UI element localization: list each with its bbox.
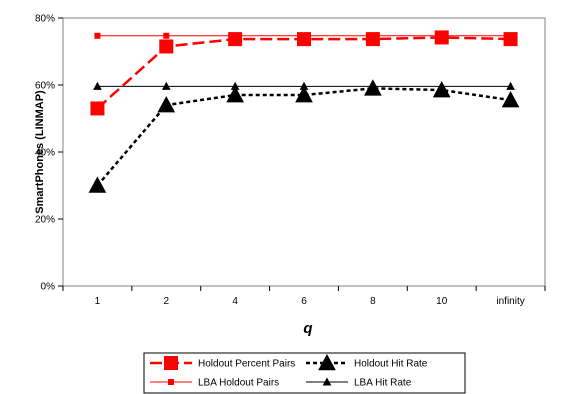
series-layer (88, 30, 520, 193)
legend-marker (164, 356, 178, 370)
x-tick-label: 2 (164, 296, 170, 307)
x-tick-label: 1 (95, 296, 101, 307)
series-0 (90, 30, 518, 116)
legend-marker (318, 353, 336, 371)
legend-label: LBA Holdout Pairs (198, 378, 279, 389)
legend-item: LBA Hit Rate (306, 377, 412, 389)
x-tick-label: 6 (301, 296, 307, 307)
legend-marker (168, 379, 174, 385)
data-point (228, 32, 243, 47)
x-tick-label: 8 (370, 296, 376, 307)
data-point (94, 32, 101, 39)
data-point (157, 96, 176, 113)
y-tick-label: 0% (41, 282, 56, 293)
data-point (226, 85, 244, 103)
data-point (501, 91, 520, 108)
data-point (295, 85, 313, 103)
data-point (93, 81, 102, 90)
y-tick-label: 60% (35, 81, 55, 92)
y-tick-label: 40% (35, 148, 55, 159)
legend: Holdout Percent Pairs Holdout Hit Rate LBA… (143, 352, 466, 394)
legend-label: Holdout Percent Pairs (198, 359, 295, 370)
data-point (88, 176, 107, 193)
x-axis-title: q (303, 320, 312, 337)
data-point (161, 81, 171, 90)
data-point (297, 32, 311, 47)
legend-item: LBA Holdout Pairs (150, 378, 279, 389)
data-point (163, 32, 170, 39)
legend-label: Holdout Hit Rate (354, 359, 428, 370)
data-point (434, 30, 449, 45)
legend-box (143, 352, 466, 394)
data-point (90, 101, 105, 116)
data-point (506, 81, 515, 90)
plot-border (62, 17, 546, 287)
data-point (365, 32, 380, 47)
x-tick-label: infinity (496, 296, 524, 307)
y-axis-title: SmartPhones (LINMAP) (34, 90, 46, 214)
data-point (432, 80, 451, 98)
y-axis: 0% 20% 40% 60% 80% (35, 14, 63, 293)
y-tick-label: 80% (35, 14, 55, 25)
data-point (159, 39, 174, 54)
y-tick-label: 20% (35, 215, 55, 226)
legend-item: Holdout Hit Rate (306, 353, 428, 371)
x-tick-label: 10 (436, 296, 448, 307)
series-1 (88, 79, 520, 193)
data-point (503, 32, 518, 47)
legend-marker (322, 377, 332, 386)
legend-label: LBA Hit Rate (354, 378, 412, 389)
data-point (364, 79, 382, 96)
x-tick-label: 4 (232, 296, 238, 307)
legend-item: Holdout Percent Pairs (150, 356, 295, 370)
x-axis: 1 2 4 6 8 10 infinity (62, 286, 546, 307)
plot-area (62, 17, 546, 287)
